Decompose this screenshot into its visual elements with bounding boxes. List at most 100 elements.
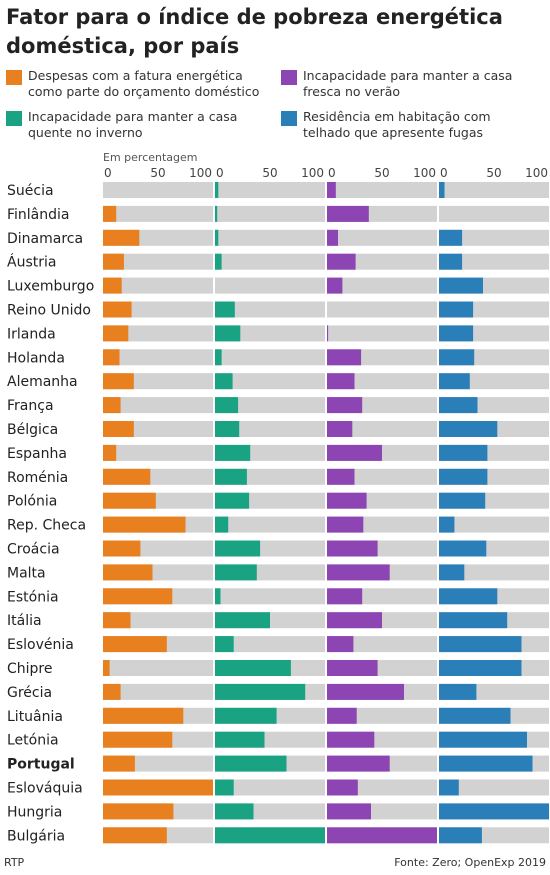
- bar-background: [327, 325, 437, 342]
- country-label: Estónia: [7, 589, 59, 605]
- country-label: Malta: [7, 565, 46, 581]
- bar: [103, 588, 173, 605]
- bar: [103, 421, 134, 437]
- tick-label: 100: [301, 166, 324, 180]
- bar-background: [215, 421, 325, 437]
- bar: [439, 229, 463, 246]
- bar: [439, 349, 475, 366]
- bar: [215, 205, 218, 222]
- country-label: Chipre: [7, 661, 53, 677]
- bar: [215, 660, 291, 676]
- bar: [103, 636, 167, 653]
- bar-background: [215, 516, 325, 533]
- country-label: Suécia: [7, 183, 54, 199]
- tick-label: 100: [189, 166, 212, 180]
- legend-label: Residência em habitação com telhado que …: [303, 109, 491, 140]
- bar: [327, 803, 371, 820]
- legend-label: Despesas com a fatura energética como pa…: [28, 68, 260, 99]
- bar-background: [103, 277, 213, 294]
- bar-background: [439, 779, 549, 796]
- bar: [439, 397, 478, 414]
- bar: [215, 182, 219, 198]
- bar: [215, 229, 219, 246]
- bar: [215, 755, 287, 772]
- bar-background: [103, 660, 213, 676]
- bar: [215, 373, 233, 390]
- bar-background: [327, 229, 437, 246]
- bar: [439, 468, 488, 485]
- bar: [327, 444, 382, 461]
- bar-background: [215, 349, 325, 366]
- bar: [103, 205, 117, 222]
- bar: [327, 277, 343, 294]
- bar: [439, 636, 522, 653]
- bar: [103, 301, 132, 318]
- country-label: Eslováquia: [7, 781, 83, 797]
- country-label: Áustria: [7, 254, 56, 271]
- country-label: Finlândia: [7, 207, 70, 223]
- bar: [439, 421, 498, 437]
- bar-background: [103, 349, 213, 366]
- bar: [327, 397, 363, 414]
- bar: [439, 301, 474, 318]
- country-label: Croácia: [7, 542, 60, 558]
- bar: [327, 325, 329, 342]
- bar: [215, 444, 251, 461]
- bar: [103, 755, 135, 772]
- tick-label: 100: [525, 166, 548, 180]
- bar: [439, 564, 465, 581]
- bar: [215, 253, 222, 270]
- bar-background: [439, 205, 549, 222]
- chart-title: Fator para o índice de pobreza energétic…: [6, 5, 503, 58]
- bar-background: [215, 229, 325, 246]
- bar: [103, 803, 174, 820]
- bar-background: [327, 301, 437, 318]
- bar: [215, 516, 229, 533]
- bar: [327, 636, 354, 653]
- bar: [215, 492, 250, 509]
- bar: [327, 468, 355, 485]
- tick-label: 0: [216, 166, 224, 180]
- bar-background: [215, 397, 325, 414]
- country-label: Dinamarca: [7, 231, 83, 247]
- bar: [439, 253, 463, 270]
- bar: [327, 779, 358, 796]
- bar-background: [215, 636, 325, 653]
- country-label: Portugal: [7, 757, 75, 773]
- legend-label: Incapacidade para manter a casa quente n…: [28, 109, 238, 140]
- bar: [439, 540, 487, 557]
- bar: [215, 636, 234, 653]
- bar: [103, 564, 153, 581]
- bar-background: [215, 277, 325, 294]
- bar: [103, 253, 124, 270]
- bar: [439, 588, 498, 605]
- bar-background: [215, 779, 325, 796]
- bar: [439, 444, 488, 461]
- bar: [215, 301, 235, 318]
- bar: [103, 540, 141, 557]
- country-label: Rep. Checa: [7, 518, 86, 534]
- country-label: Lituânia: [7, 709, 63, 725]
- country-label: Reino Unido: [7, 303, 91, 319]
- bar-background: [439, 564, 549, 581]
- bar: [103, 516, 186, 533]
- bar-background: [103, 683, 213, 700]
- tick-label: 50: [150, 166, 165, 180]
- bar-background: [215, 253, 325, 270]
- bar-background: [215, 182, 325, 198]
- country-label: Alemanha: [7, 374, 78, 390]
- legend-swatch-blue: [281, 111, 297, 126]
- country-label: Luxemburgo: [7, 279, 94, 295]
- bar: [215, 779, 234, 796]
- bar: [327, 182, 336, 198]
- bar: [439, 516, 455, 533]
- tick-label: 0: [440, 166, 448, 180]
- bar: [215, 540, 261, 557]
- tick-label: 0: [328, 166, 336, 180]
- country-label: Polónia: [7, 494, 57, 510]
- bar: [103, 325, 129, 342]
- bar-background: [215, 205, 325, 222]
- bar: [439, 803, 549, 820]
- bar: [215, 421, 240, 437]
